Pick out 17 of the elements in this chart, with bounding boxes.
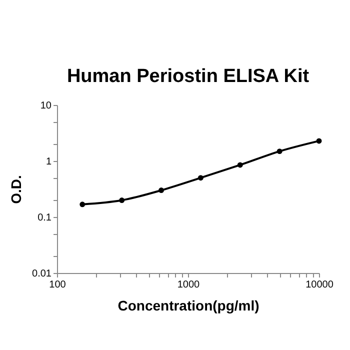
chart-title: Human Periostin ELISA Kit: [66, 66, 310, 87]
point: [80, 202, 86, 208]
x-tick-label: 100: [49, 280, 66, 290]
y-tick-label: 10: [40, 100, 52, 112]
x-tick-label: 10000: [306, 280, 334, 290]
point: [158, 188, 164, 194]
y-axis-title: O.D.: [8, 175, 24, 204]
point: [119, 198, 125, 203]
y-tick-label: 1: [46, 156, 52, 168]
point: [237, 162, 243, 168]
point: [198, 175, 204, 181]
point: [276, 148, 282, 154]
point: [316, 138, 322, 144]
x-axis-title: Concentration(pg/ml): [118, 298, 260, 314]
y-tick-label: 0.01: [32, 268, 52, 280]
y-tick-label: 0.1: [38, 212, 52, 224]
x-tick-label: 1000: [177, 280, 200, 290]
